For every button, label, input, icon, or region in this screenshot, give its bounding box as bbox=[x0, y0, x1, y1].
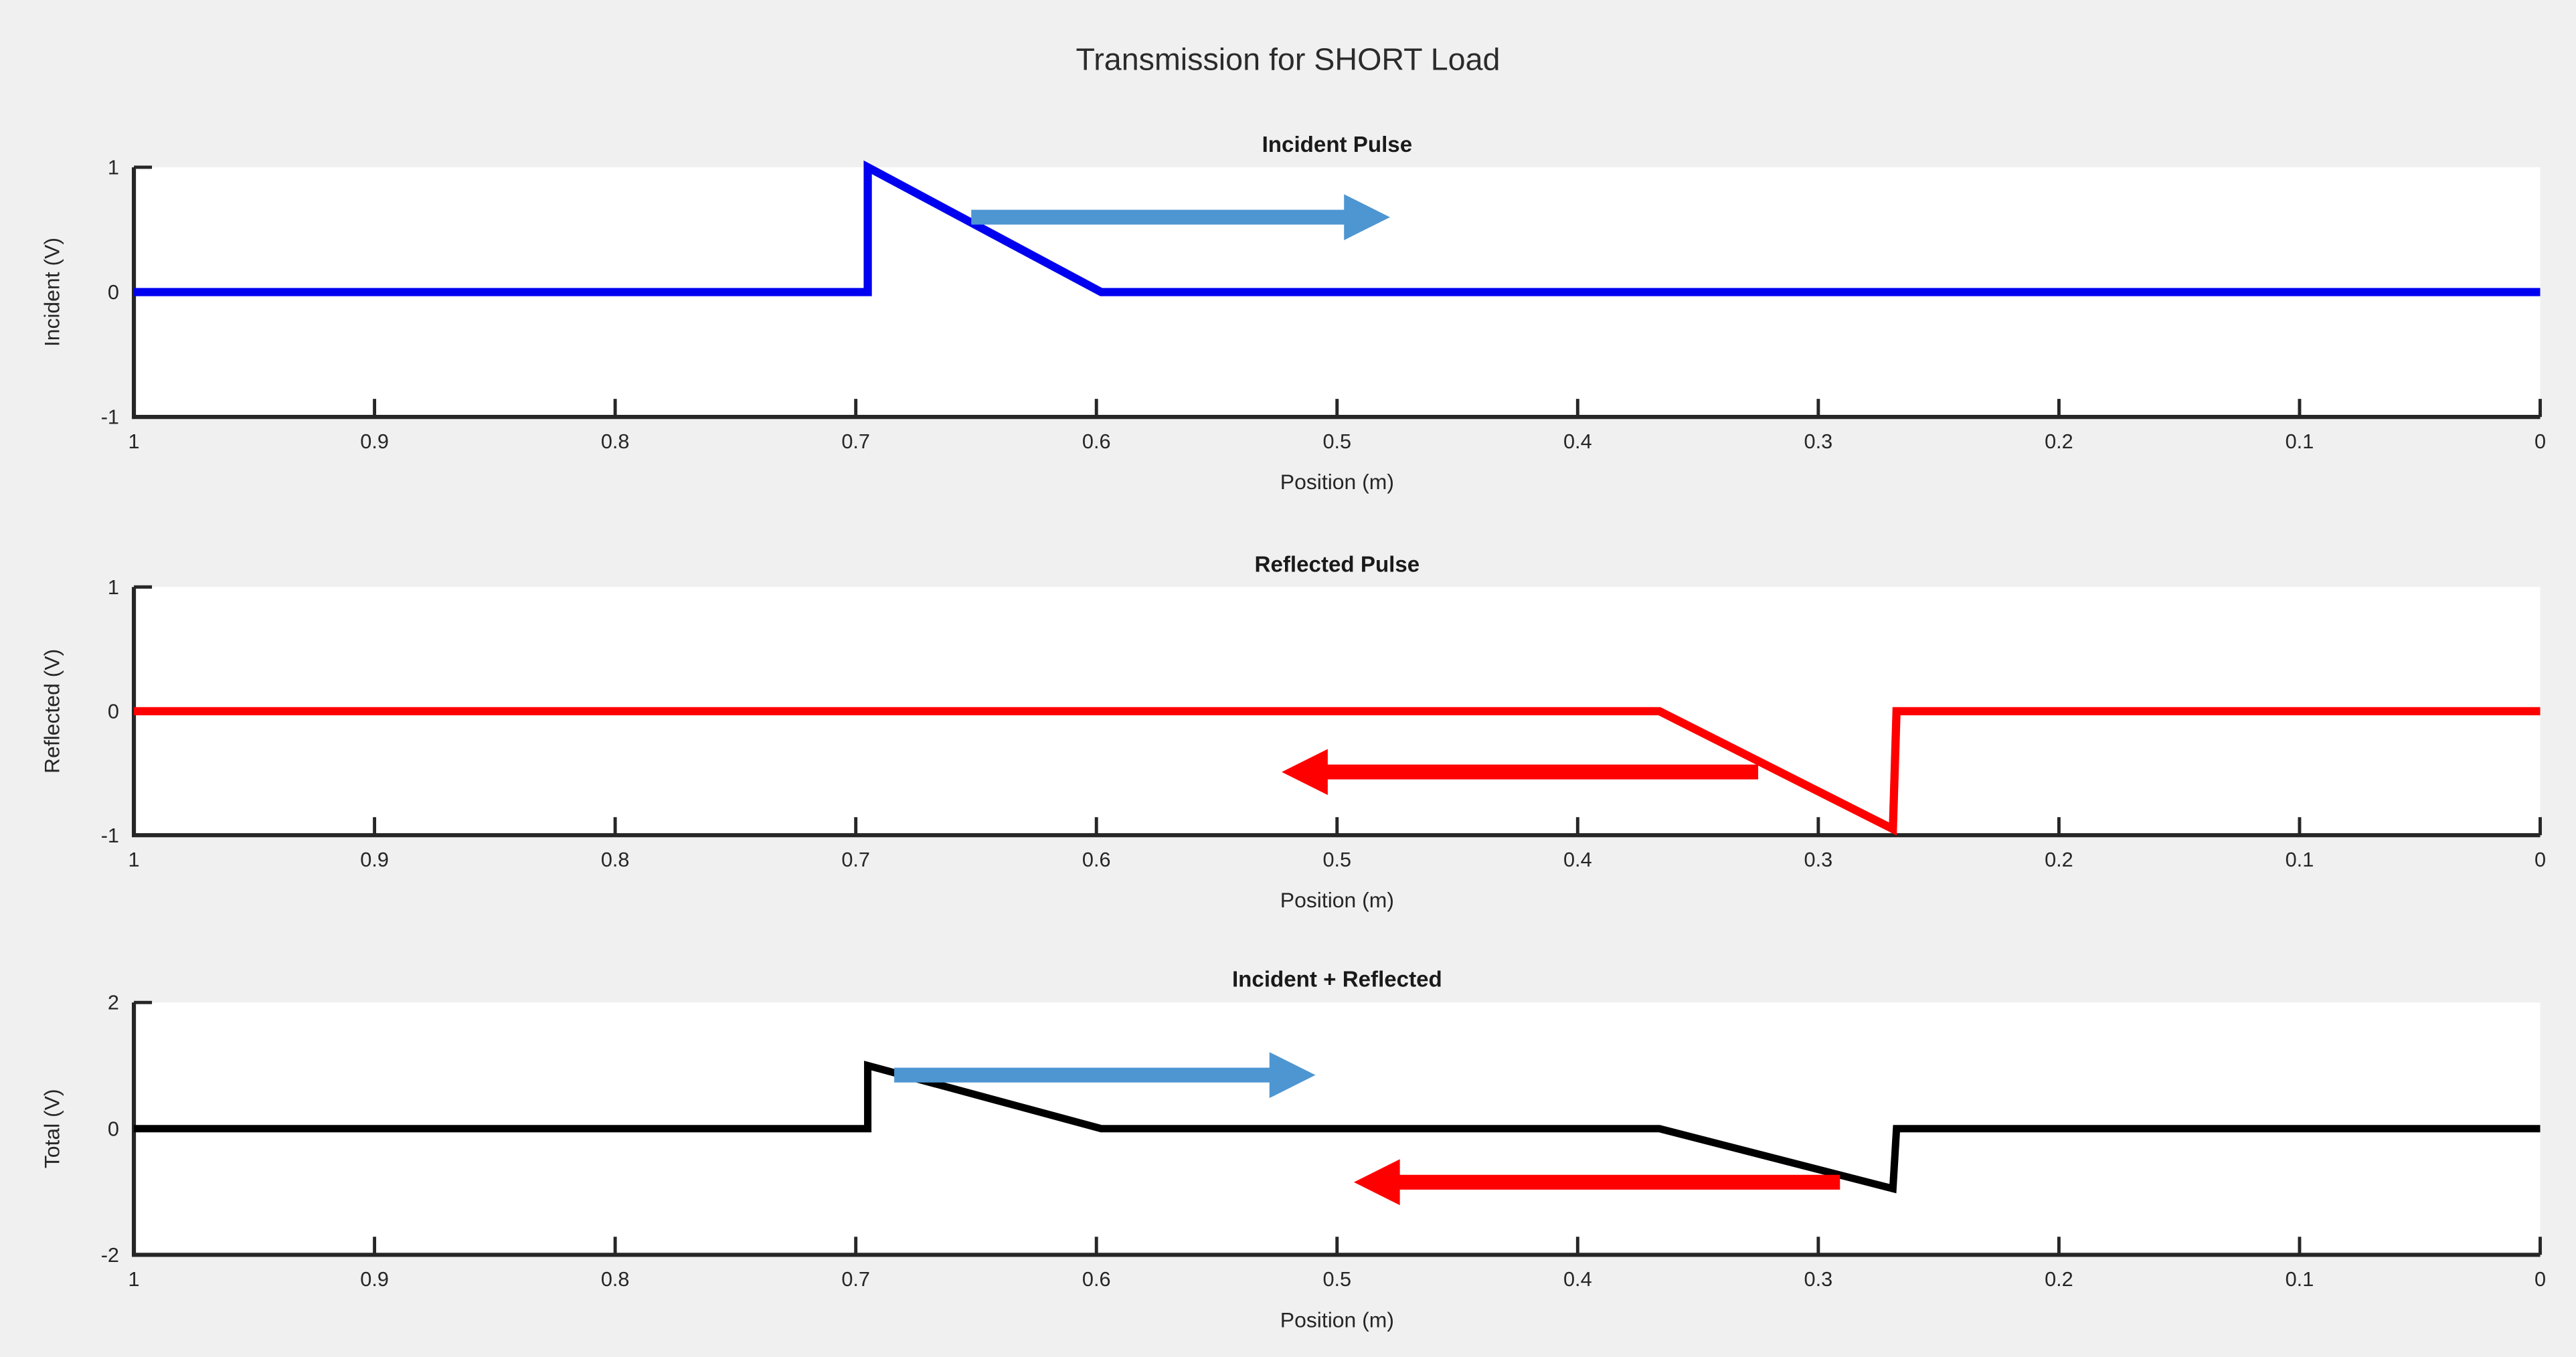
x-tick-label: 0.8 bbox=[601, 430, 630, 453]
x-tick-label: 0.1 bbox=[2286, 430, 2314, 453]
y-tick-label: 0 bbox=[108, 280, 119, 304]
x-tick-label: 0.8 bbox=[601, 848, 630, 871]
reflected-pulse-title: Reflected Pulse bbox=[1255, 552, 1420, 577]
y-tick-label: 1 bbox=[108, 575, 119, 599]
x-tick-label: 1 bbox=[128, 848, 140, 871]
pulse-line bbox=[134, 160, 2541, 296]
x-tick-label: 0.9 bbox=[360, 1267, 389, 1291]
left-direction-arrow bbox=[1282, 749, 1759, 796]
x-tick-label: 0 bbox=[2535, 1267, 2546, 1291]
x-tick-label: 0.3 bbox=[1804, 848, 1833, 871]
incident-y-axis-label: Incident (V) bbox=[39, 238, 64, 347]
pulse-line bbox=[134, 1061, 2541, 1194]
total-title: Incident + Reflected bbox=[1232, 967, 1442, 992]
x-tick-label: 0.5 bbox=[1322, 430, 1351, 453]
x-tick-label: 0.1 bbox=[2286, 848, 2314, 871]
x-tick-label: 0.7 bbox=[841, 1267, 870, 1291]
y-tick-label: -1 bbox=[101, 405, 119, 429]
y-tick-label: 0 bbox=[108, 699, 119, 723]
x-tick-label: 0.7 bbox=[841, 430, 870, 453]
incident-pulse-subplot: Incident Pulse Incident (V) Position (m)… bbox=[39, 132, 2546, 494]
x-tick-label: 0.1 bbox=[2286, 1267, 2314, 1291]
reflected-y-axis-label: Reflected (V) bbox=[39, 649, 64, 774]
x-tick-label: 0.6 bbox=[1082, 430, 1111, 453]
y-tick-label: 1 bbox=[108, 155, 119, 179]
y-tick-label: 2 bbox=[108, 991, 119, 1014]
x-tick-label: 0.8 bbox=[601, 1267, 630, 1291]
x-tick-label: 1 bbox=[128, 1267, 140, 1291]
x-tick-label: 0.6 bbox=[1082, 1267, 1111, 1291]
x-tick-label: 0.2 bbox=[2045, 430, 2073, 453]
reflected-x-axis-label: Position (m) bbox=[1280, 888, 1394, 912]
x-tick-label: 0.5 bbox=[1322, 848, 1351, 871]
x-tick-label: 0.9 bbox=[360, 848, 389, 871]
y-tick-label: -2 bbox=[101, 1243, 119, 1267]
y-tick-label: 0 bbox=[108, 1117, 119, 1140]
y-tick-label: -1 bbox=[101, 824, 119, 847]
right-direction-arrow bbox=[971, 194, 1390, 240]
total-y-axis-label: Total (V) bbox=[39, 1089, 64, 1168]
pulse-line bbox=[134, 707, 2541, 836]
x-tick-label: 0.4 bbox=[1563, 1267, 1592, 1291]
incident-pulse-title: Incident Pulse bbox=[1262, 132, 1413, 157]
reflected-pulse-subplot: Reflected Pulse Reflected (V) Position (… bbox=[39, 552, 2546, 912]
x-tick-label: 0.7 bbox=[841, 848, 870, 871]
total-subplot: Incident + Reflected Total (V) Position … bbox=[39, 967, 2546, 1332]
x-tick-label: 0.3 bbox=[1804, 1267, 1833, 1291]
x-tick-label: 0 bbox=[2535, 848, 2546, 871]
x-tick-label: 1 bbox=[128, 430, 140, 453]
left-direction-arrow bbox=[1353, 1159, 1840, 1206]
right-direction-arrow bbox=[894, 1052, 1316, 1099]
x-tick-label: 0.9 bbox=[360, 430, 389, 453]
x-tick-label: 0.4 bbox=[1563, 848, 1592, 871]
figure-title: Transmission for SHORT Load bbox=[1076, 41, 1500, 76]
x-tick-label: 0.3 bbox=[1804, 430, 1833, 453]
x-tick-label: 0.5 bbox=[1322, 1267, 1351, 1291]
incident-x-axis-label: Position (m) bbox=[1280, 470, 1394, 494]
total-x-axis-label: Position (m) bbox=[1280, 1307, 1394, 1332]
x-tick-label: 0.2 bbox=[2045, 848, 2073, 871]
x-tick-label: 0.6 bbox=[1082, 848, 1111, 871]
x-tick-label: 0.2 bbox=[2045, 1267, 2073, 1291]
x-tick-label: 0.4 bbox=[1563, 430, 1592, 453]
x-tick-label: 0 bbox=[2535, 430, 2546, 453]
